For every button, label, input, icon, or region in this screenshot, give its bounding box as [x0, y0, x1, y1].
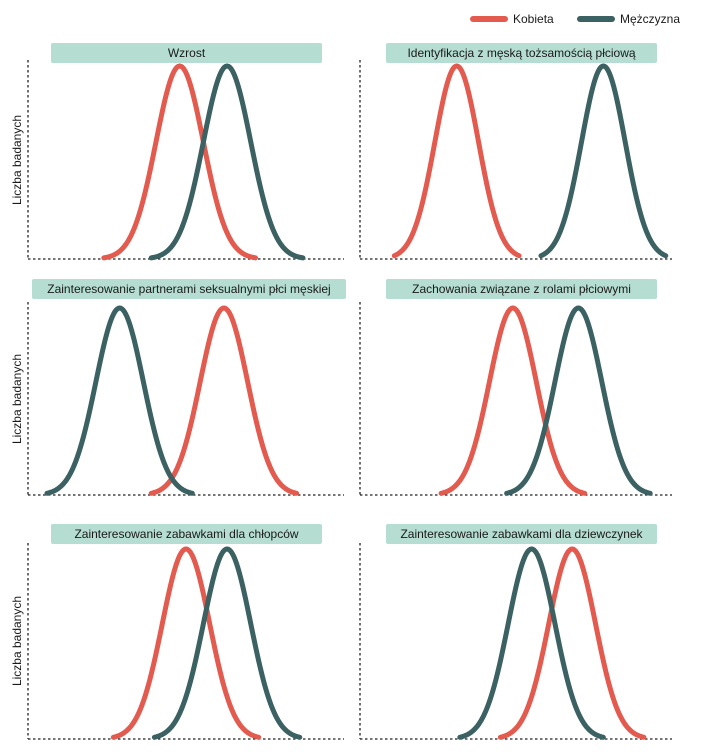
chart-title-1: Wzrost	[51, 43, 322, 63]
legend-label-female: Kobieta	[513, 12, 554, 26]
chart-plot-4	[359, 302, 672, 496]
series-line-male-1	[148, 63, 306, 261]
legend-label-male: Mężczyzna	[620, 12, 681, 26]
legend-swatch-female	[470, 16, 508, 22]
series-line-female-2	[391, 63, 522, 259]
legend: Kobieta Mężczyzna	[470, 8, 702, 30]
series-line-male-6	[457, 546, 606, 740]
legend-item-male: Mężczyzna	[577, 8, 680, 30]
chart-title-6: Zainteresowanie zabawkami dla dziewczyne…	[386, 524, 657, 544]
y-axis-label-3: Liczba badanych	[10, 353, 25, 444]
series-line-female-3	[148, 305, 300, 496]
y-axis-label-1: Liczba badanych	[10, 114, 25, 205]
chart-plot-1	[27, 60, 344, 261]
y-axis-label-5: Liczba badanych	[10, 595, 25, 687]
chart-title-3: Zainteresowanie partnerami seksualnymi p…	[32, 279, 346, 299]
chart-title-4: Zachowania związane z rolami płciowymi	[386, 279, 657, 299]
series-line-male-4	[504, 305, 653, 496]
chart-plot-6	[359, 543, 672, 740]
legend-item-female: Kobieta	[470, 8, 554, 30]
series-line-male-3	[44, 305, 195, 496]
chart-plot-5	[27, 543, 344, 740]
series-line-male-2	[538, 63, 669, 259]
chart-title-2: Identyfikacja z męską tożsamością płciow…	[386, 43, 657, 63]
series-line-female-5	[110, 546, 262, 740]
series-line-male-5	[151, 546, 303, 740]
legend-swatch-male	[577, 16, 615, 22]
chart-plot-3	[27, 302, 344, 496]
series-line-female-6	[497, 546, 647, 740]
series-line-female-4	[438, 305, 588, 496]
chart-title-5: Zainteresowanie zabawkami dla chłopców	[51, 524, 322, 544]
series-line-female-1	[101, 63, 259, 261]
chart-plot-2	[359, 60, 672, 260]
